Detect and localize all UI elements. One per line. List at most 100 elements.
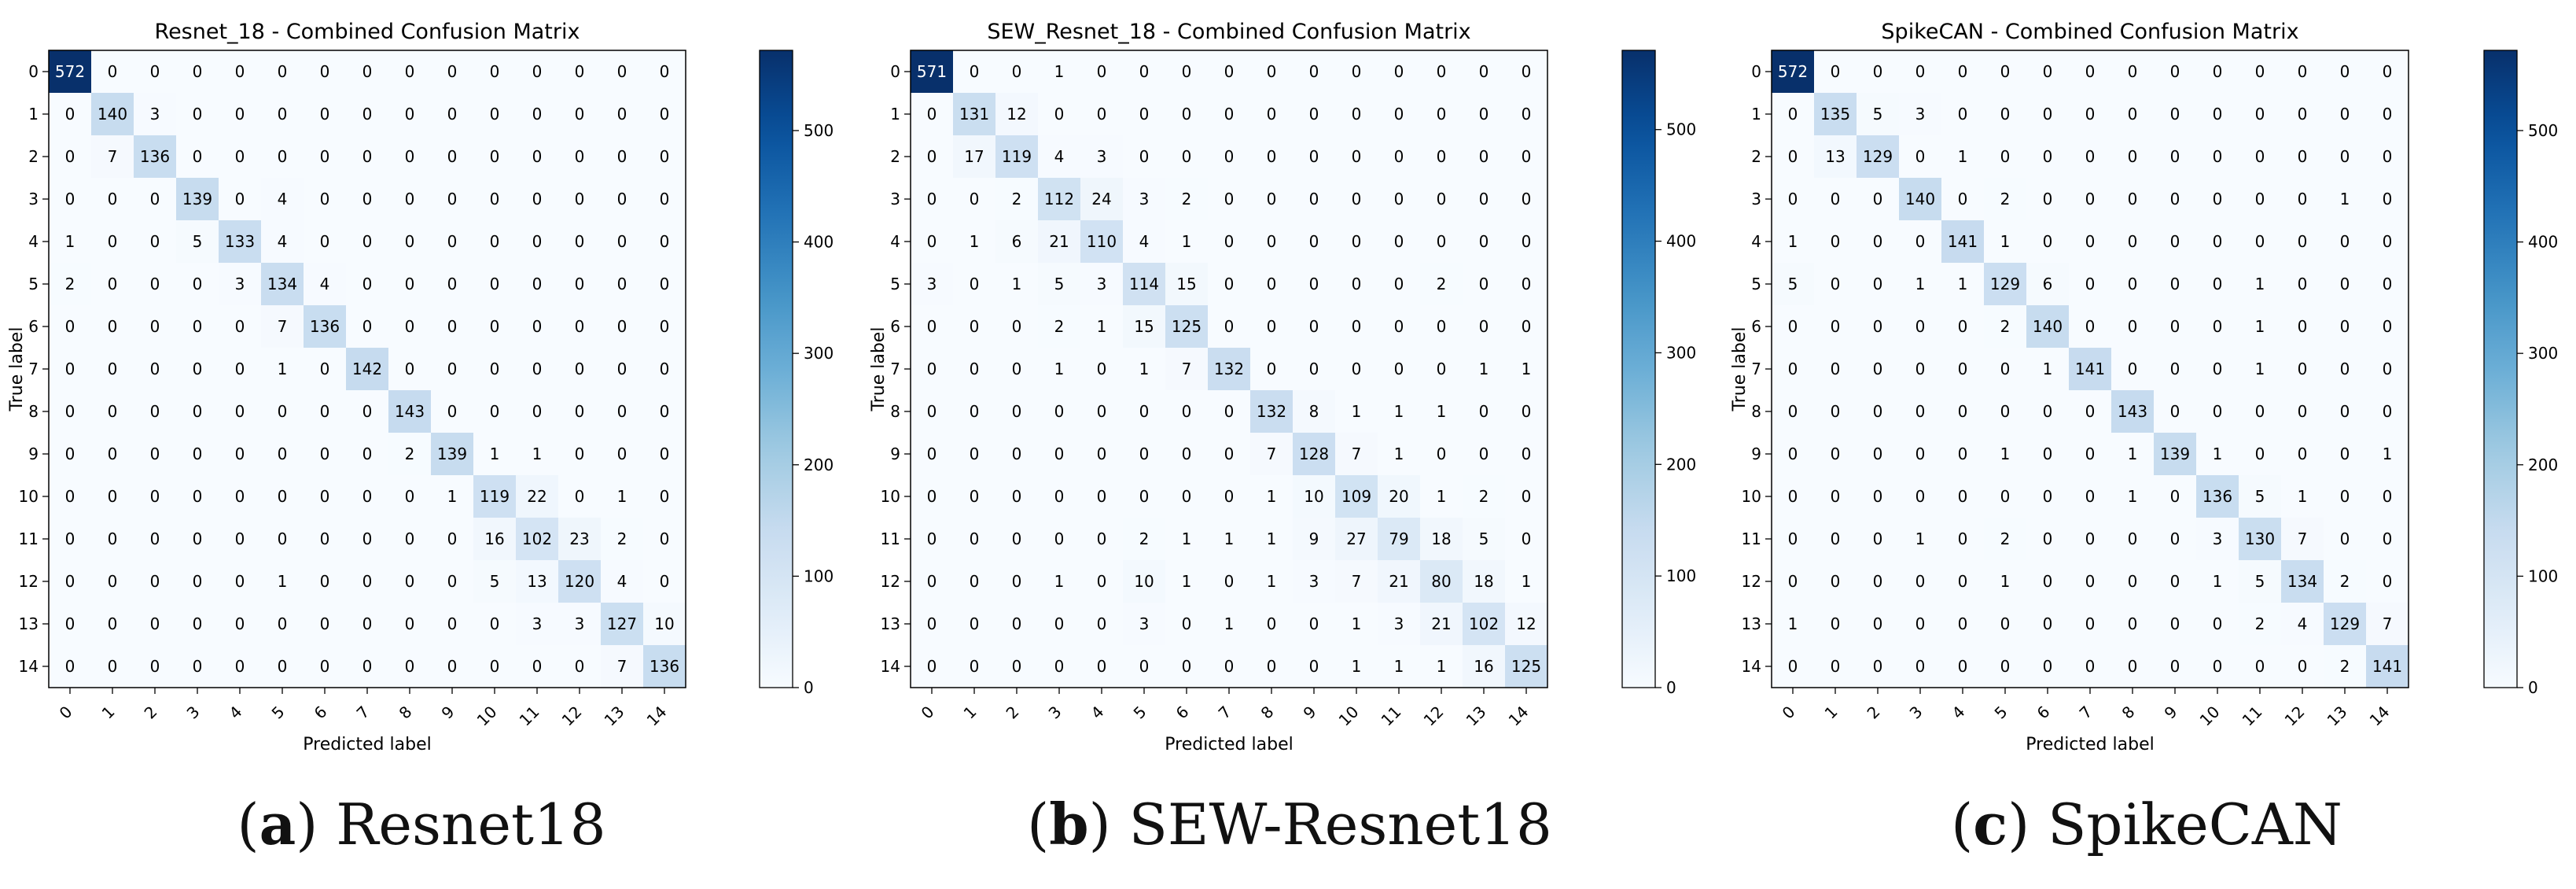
matrix-cell	[1250, 263, 1294, 306]
y-tick-label: 8	[1751, 402, 1761, 421]
x-tick-label: 2	[141, 703, 161, 723]
cell-value-label: 1	[532, 444, 543, 463]
cell-value-label: 140	[1905, 190, 1935, 208]
colorbar-tick-label: 500	[2528, 121, 2558, 140]
cell-value-label: 0	[2170, 360, 2180, 378]
cell-value-label: 3	[2213, 529, 2223, 548]
cell-value-label: 0	[447, 402, 458, 421]
cell-value-label: 0	[1437, 147, 1447, 166]
cell-value-label: 0	[1788, 147, 1798, 166]
matrix-cell	[2154, 93, 2197, 136]
matrix-cell	[176, 603, 219, 646]
matrix-cell	[388, 263, 432, 306]
matrix-cell	[431, 93, 474, 136]
cell-value-label: 1	[1182, 232, 1192, 251]
matrix-cell	[953, 220, 996, 264]
y-tick-label: 8	[28, 402, 39, 421]
cell-value-label: 0	[575, 275, 585, 293]
cell-value-label: 0	[320, 614, 330, 633]
cell-value-label: 0	[1012, 62, 1022, 81]
cell-value-label: 1	[1788, 614, 1798, 633]
cell-value-label: 0	[1139, 402, 1150, 421]
cell-value-label: 0	[970, 275, 980, 293]
matrix-cell	[388, 305, 432, 349]
cell-value-label: 0	[2383, 529, 2393, 548]
cell-value-label: 0	[1788, 190, 1798, 208]
cell-value-label: 0	[2000, 402, 2011, 421]
matrix-cell	[1208, 135, 1251, 179]
matrix-cell	[1165, 263, 1209, 306]
matrix-cell	[1505, 475, 1548, 518]
matrix-cell	[2366, 603, 2409, 646]
cell-value-label: 0	[1309, 147, 1319, 166]
cell-value-label: 0	[2170, 275, 2180, 293]
cell-value-label: 0	[2128, 147, 2138, 166]
matrix-cell	[473, 518, 517, 561]
matrix-cell	[1038, 475, 1081, 518]
cell-value-label: 0	[320, 232, 330, 251]
matrix-cell	[911, 135, 954, 179]
matrix-cell	[388, 603, 432, 646]
cell-value-label: 0	[1831, 614, 1841, 633]
colorbar-tick-label: 300	[2528, 344, 2558, 363]
matrix-cell	[953, 263, 996, 306]
matrix-cell	[516, 135, 559, 179]
cell-value-label: 12	[1006, 105, 1026, 124]
matrix-cell	[1941, 560, 1985, 603]
cell-value-label: 0	[447, 62, 458, 81]
matrix-cell	[911, 50, 954, 94]
matrix-cell	[134, 135, 177, 179]
matrix-cell	[1420, 518, 1463, 561]
cell-value-label: 5	[2255, 572, 2265, 591]
matrix-cell	[261, 518, 304, 561]
cell-value-label: 0	[193, 360, 203, 378]
cell-value-label: 0	[2170, 572, 2180, 591]
cell-value-label: 0	[2213, 105, 2223, 124]
matrix-cell	[2324, 390, 2367, 433]
cell-value-label: 0	[660, 487, 670, 506]
cell-value-label: 0	[320, 190, 330, 208]
cell-value-label: 0	[2043, 572, 2053, 591]
cell-value-label: 0	[2340, 360, 2350, 378]
cell-value-label: 0	[2043, 402, 2053, 421]
matrix-cell	[1463, 348, 1506, 391]
cell-value-label: 0	[1224, 232, 1235, 251]
matrix-cell	[473, 433, 517, 476]
cell-value-label: 0	[575, 190, 585, 208]
matrix-cell	[176, 645, 219, 688]
matrix-cell	[1293, 135, 1336, 179]
matrix-cell	[2324, 50, 2367, 94]
cell-value-label: 1	[1437, 657, 1447, 676]
matrix-cell	[1335, 135, 1378, 179]
matrix-cell	[2324, 645, 2367, 688]
cell-value-label: 0	[1182, 614, 1192, 633]
cell-value-label: 4	[2298, 614, 2308, 633]
matrix-cell	[2069, 645, 2112, 688]
matrix-cell	[1378, 305, 1421, 349]
cell-value-label: 1	[2000, 572, 2011, 591]
matrix-cell	[91, 390, 134, 433]
matrix-cell	[261, 220, 304, 264]
matrix-cell	[1208, 518, 1251, 561]
cell-value-label: 0	[2255, 657, 2265, 676]
matrix-cell	[516, 50, 559, 94]
cell-value-label: 0	[2170, 190, 2180, 208]
matrix-cell	[1165, 305, 1209, 349]
matrix-cell	[1814, 390, 1857, 433]
matrix-cell	[2281, 135, 2324, 179]
cell-value-label: 18	[1431, 529, 1451, 548]
cell-value-label: 0	[362, 105, 373, 124]
matrix-cell	[219, 135, 262, 179]
cell-value-label: 0	[2128, 572, 2138, 591]
matrix-cell	[2026, 645, 2070, 688]
cell-value-label: 1	[1224, 614, 1235, 633]
cell-value-label: 5	[193, 232, 203, 251]
matrix-cell	[2111, 475, 2155, 518]
x-tick-label: 6	[311, 703, 331, 723]
cell-value-label: 6	[1012, 232, 1022, 251]
cell-value-label: 0	[2255, 105, 2265, 124]
cell-value-label: 0	[1224, 572, 1235, 591]
cell-value-label: 0	[320, 487, 330, 506]
matrix-cell	[388, 390, 432, 433]
matrix-cell	[516, 348, 559, 391]
